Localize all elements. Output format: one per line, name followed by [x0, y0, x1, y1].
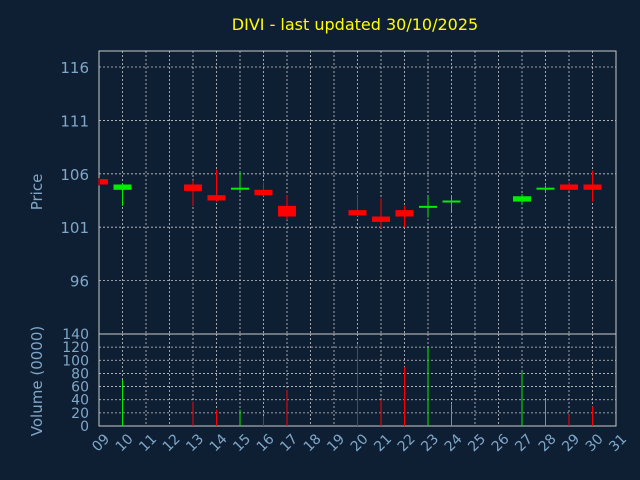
x-tick-label: 29: [559, 431, 583, 455]
candle-body: [372, 216, 390, 222]
x-tick-label: 22: [395, 431, 419, 455]
candle-body: [278, 205, 296, 217]
volume-tick-label: 100: [62, 353, 89, 369]
candle-body: [442, 200, 461, 203]
candle-body: [348, 210, 367, 216]
volume-axis-label: Volume (0000): [28, 326, 46, 436]
chart-title: DIVI - last updated 30/10/2025: [232, 15, 478, 34]
x-tick-label: 21: [371, 431, 395, 455]
x-tick-label: 24: [442, 431, 466, 455]
candle-body: [100, 179, 108, 185]
x-tick-label: 10: [113, 431, 137, 455]
x-tick-label: 23: [418, 431, 442, 455]
x-tick-label: 14: [207, 431, 231, 455]
volume-bars: [122, 343, 593, 426]
price-tick-label: 101: [60, 219, 89, 237]
candle-body: [113, 184, 132, 190]
candles: [98, 169, 602, 229]
x-axis-ticks: 09 10 11 12 13 14 15 16 17 18 19 20 21 22 23 24 25 26 27 28…: [89, 431, 630, 455]
price-tick-label: 96: [70, 273, 89, 291]
candle-body: [254, 189, 273, 196]
x-tick-label: 31: [606, 431, 630, 455]
x-tick-label: 28: [536, 431, 560, 455]
candle-body: [419, 205, 437, 208]
x-tick-label: 16: [254, 431, 278, 455]
x-tick-label: 17: [277, 431, 301, 455]
price-tick-label: 111: [60, 112, 89, 130]
x-tick-label: 11: [136, 431, 160, 455]
price-tick-label: 106: [60, 166, 89, 184]
candle-body: [231, 187, 249, 190]
price-axis-ticks: 96 101 106 111 116: [60, 59, 89, 291]
candle-body: [513, 196, 531, 202]
x-tick-label: 09: [89, 431, 113, 455]
x-axis-label: Day: [333, 458, 363, 476]
volume-tick-label: 40: [71, 393, 89, 409]
volume-tick-label: 140: [62, 327, 89, 343]
candle-body: [207, 195, 226, 201]
volume-tick-label: 80: [71, 366, 89, 382]
volume-tick-label: 120: [62, 340, 89, 356]
price-axis-label: Price: [28, 174, 46, 211]
volume-tick-label: 60: [71, 380, 89, 396]
x-tick-label: 30: [583, 431, 607, 455]
x-tick-label: 19: [324, 431, 348, 455]
x-tick-label: 27: [512, 431, 536, 455]
x-tick-label: 13: [183, 431, 207, 455]
price-panel: 96 101 106 111 116: [60, 50, 617, 335]
x-tick-label: 25: [465, 431, 489, 455]
volume-tick-label: 20: [71, 406, 89, 422]
volume-tick-label: 0: [80, 419, 89, 435]
price-tick-label: 116: [60, 59, 89, 77]
x-tick-label: 20: [348, 431, 372, 455]
x-tick-label: 18: [301, 431, 325, 455]
candle-body: [583, 184, 602, 190]
candle-body: [536, 187, 555, 190]
candle-body: [184, 184, 202, 191]
candle-body: [560, 184, 578, 190]
x-tick-label: 26: [489, 431, 513, 455]
candle-body: [395, 210, 414, 217]
x-tick-label: 12: [160, 431, 184, 455]
x-tick-label: 15: [230, 431, 254, 455]
